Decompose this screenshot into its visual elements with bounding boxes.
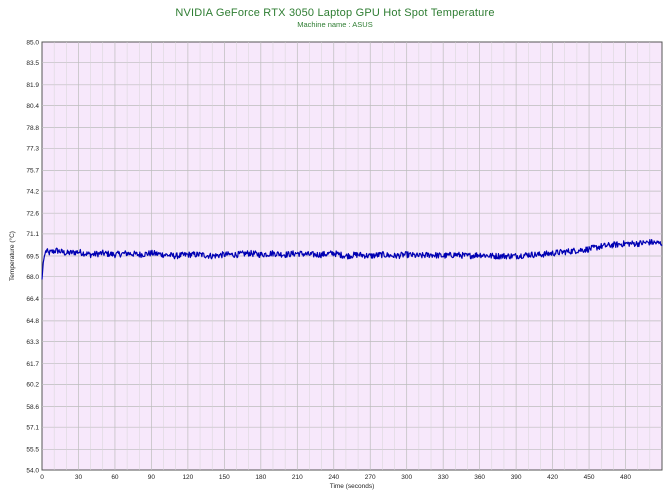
y-tick-label: 78.8	[26, 125, 39, 132]
x-tick-label: 150	[219, 474, 230, 481]
y-tick-label: 68.0	[26, 274, 39, 281]
x-tick-label: 480	[620, 474, 631, 481]
x-axis-ticks: 0 30 60 90 120 150 180 210 240 270 300 330 360 390 420…	[40, 474, 631, 481]
series-group	[41, 238, 663, 280]
x-tick-label: 270	[365, 474, 376, 481]
x-tick-label: 120	[182, 474, 193, 481]
y-axis-ticks: 85.0 83.5 81.9 80.4 78.8 77.3 75.7 74.2 72.6 71.1…	[26, 39, 39, 474]
x-tick-label: 420	[547, 474, 558, 481]
x-tick-label: 390	[511, 474, 522, 481]
y-tick-label: 81.9	[26, 82, 39, 89]
x-tick-label: 0	[40, 474, 44, 481]
y-tick-label: 83.5	[26, 60, 39, 67]
y-tick-label: 66.4	[26, 296, 39, 303]
y-tick-label: 57.1	[26, 425, 39, 432]
x-tick-label: 210	[292, 474, 303, 481]
y-tick-label: 77.3	[26, 146, 39, 153]
x-tick-label: 90	[148, 474, 156, 481]
x-axis-label: Time (seconds)	[330, 483, 375, 490]
x-tick-label: 30	[75, 474, 83, 481]
y-tick-label: 58.6	[26, 404, 39, 411]
x-tick-label: 360	[474, 474, 485, 481]
y-axis-label: Temperature (°C)	[8, 231, 16, 281]
y-tick-label: 63.3	[26, 339, 39, 346]
x-tick-label: 240	[328, 474, 339, 481]
y-tick-label: 85.0	[26, 39, 39, 46]
y-tick-label: 74.2	[26, 188, 39, 195]
y-tick-label: 64.8	[26, 318, 39, 325]
y-tick-label: 61.7	[26, 361, 39, 368]
y-tick-label: 60.2	[26, 382, 39, 389]
chart-subtitle: Machine name : ASUS	[297, 20, 373, 29]
series-line	[41, 238, 663, 280]
y-tick-label: 75.7	[26, 168, 39, 175]
chart-title: NVIDIA GeForce RTX 3050 Laptop GPU Hot S…	[175, 7, 495, 19]
y-tick-label: 69.5	[26, 253, 39, 260]
y-tick-label: 55.5	[26, 447, 39, 454]
y-tick-label: 80.4	[26, 103, 39, 110]
x-tick-label: 330	[438, 474, 449, 481]
x-tick-label: 300	[401, 474, 412, 481]
x-tick-label: 180	[255, 474, 266, 481]
y-tick-label: 54.0	[26, 467, 39, 474]
y-tick-label: 72.6	[26, 211, 39, 218]
x-tick-label: 450	[584, 474, 595, 481]
y-tick-label: 71.1	[26, 231, 39, 238]
x-tick-label: 60	[111, 474, 119, 481]
